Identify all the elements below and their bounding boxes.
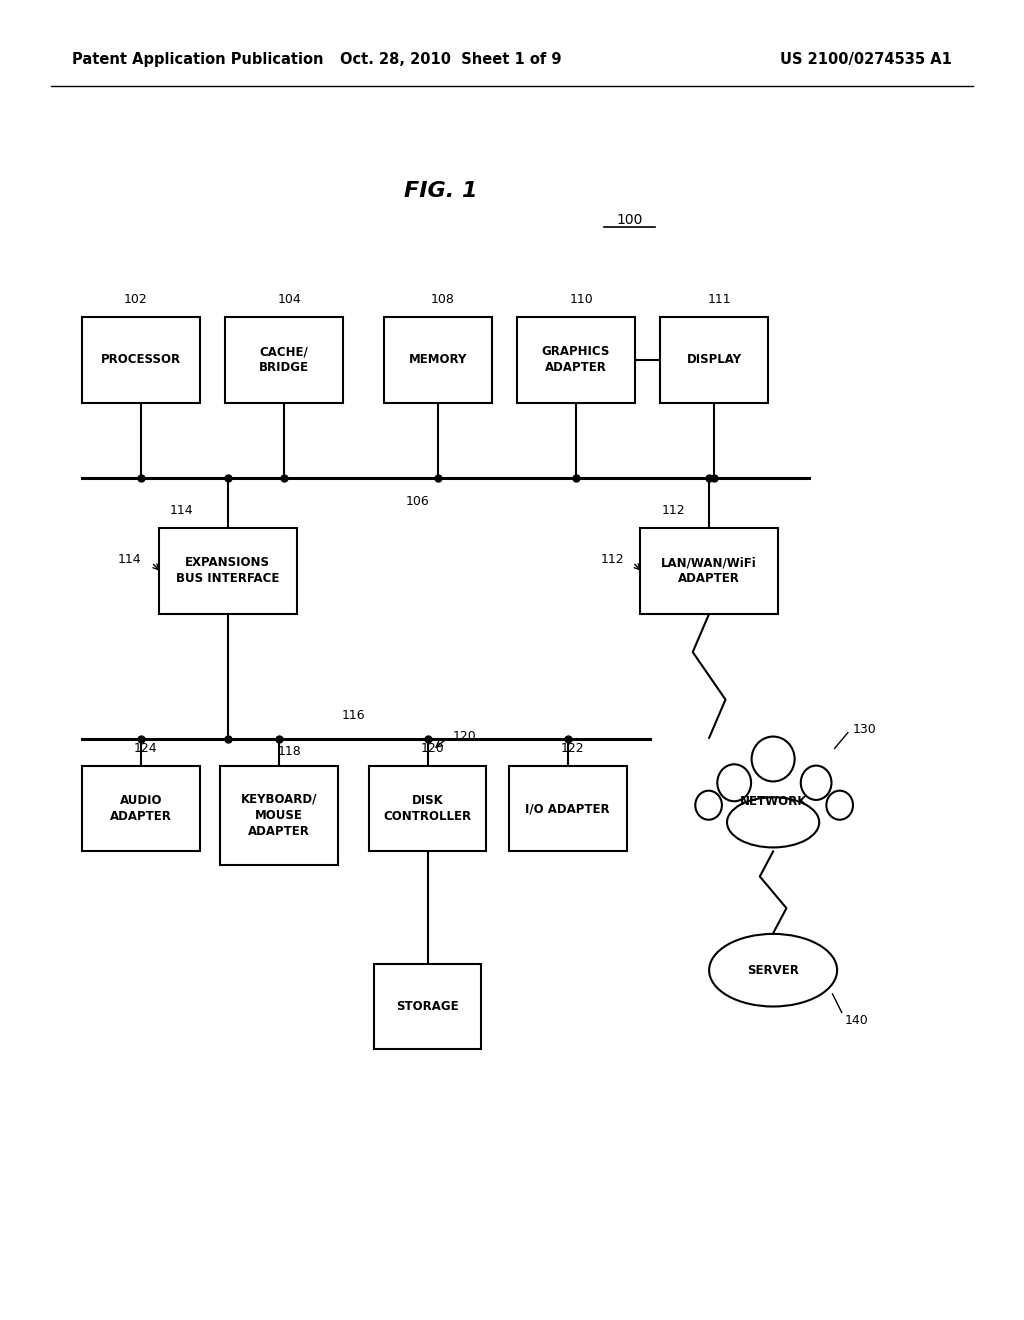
FancyBboxPatch shape <box>225 317 343 403</box>
Text: Oct. 28, 2010  Sheet 1 of 9: Oct. 28, 2010 Sheet 1 of 9 <box>340 51 561 67</box>
Text: 114: 114 <box>118 553 141 566</box>
Ellipse shape <box>801 766 831 800</box>
Ellipse shape <box>717 764 751 801</box>
Text: KEYBOARD/
MOUSE
ADAPTER: KEYBOARD/ MOUSE ADAPTER <box>241 792 317 838</box>
FancyBboxPatch shape <box>159 528 297 614</box>
Text: 112: 112 <box>601 553 625 566</box>
Text: 108: 108 <box>431 293 455 306</box>
Text: 116: 116 <box>341 709 366 722</box>
FancyBboxPatch shape <box>517 317 635 403</box>
Text: DISK
CONTROLLER: DISK CONTROLLER <box>383 795 472 822</box>
Text: AUDIO
ADAPTER: AUDIO ADAPTER <box>110 795 172 822</box>
Text: GRAPHICS
ADAPTER: GRAPHICS ADAPTER <box>542 346 610 374</box>
Text: 104: 104 <box>278 293 301 306</box>
Text: 114: 114 <box>170 504 194 517</box>
Text: 120: 120 <box>453 730 477 743</box>
Text: 120: 120 <box>421 742 444 755</box>
FancyBboxPatch shape <box>640 528 778 614</box>
FancyBboxPatch shape <box>369 766 486 851</box>
Text: SERVER: SERVER <box>748 964 799 977</box>
Text: MEMORY: MEMORY <box>409 354 467 366</box>
Text: 122: 122 <box>561 742 585 755</box>
Text: 111: 111 <box>708 293 731 306</box>
FancyBboxPatch shape <box>82 766 200 851</box>
Text: PROCESSOR: PROCESSOR <box>100 354 181 366</box>
Text: 110: 110 <box>569 293 593 306</box>
Text: I/O ADAPTER: I/O ADAPTER <box>525 803 610 814</box>
FancyBboxPatch shape <box>374 964 481 1049</box>
Text: 102: 102 <box>124 293 147 306</box>
FancyBboxPatch shape <box>660 317 768 403</box>
Text: EXPANSIONS
BUS INTERFACE: EXPANSIONS BUS INTERFACE <box>176 557 280 585</box>
FancyBboxPatch shape <box>384 317 492 403</box>
FancyBboxPatch shape <box>82 317 200 403</box>
Text: 100: 100 <box>616 214 643 227</box>
Text: CACHE/
BRIDGE: CACHE/ BRIDGE <box>259 346 309 374</box>
Text: 118: 118 <box>278 744 301 758</box>
Ellipse shape <box>695 791 722 820</box>
Text: US 2100/0274535 A1: US 2100/0274535 A1 <box>780 51 952 67</box>
FancyBboxPatch shape <box>509 766 627 851</box>
Text: 124: 124 <box>134 742 158 755</box>
Text: STORAGE: STORAGE <box>396 1001 459 1012</box>
Text: 140: 140 <box>845 1014 868 1027</box>
Ellipse shape <box>709 935 838 1006</box>
Text: Patent Application Publication: Patent Application Publication <box>72 51 324 67</box>
Text: LAN/WAN/WiFi
ADAPTER: LAN/WAN/WiFi ADAPTER <box>662 557 757 585</box>
Text: 130: 130 <box>853 723 877 737</box>
Text: DISPLAY: DISPLAY <box>687 354 741 366</box>
Ellipse shape <box>826 791 853 820</box>
Ellipse shape <box>727 797 819 847</box>
Text: 106: 106 <box>406 495 430 508</box>
Text: 126: 126 <box>421 966 444 979</box>
Text: 112: 112 <box>662 504 685 517</box>
Text: NETWORK: NETWORK <box>739 795 807 808</box>
FancyBboxPatch shape <box>220 766 338 865</box>
Text: FIG. 1: FIG. 1 <box>403 181 477 202</box>
Ellipse shape <box>752 737 795 781</box>
